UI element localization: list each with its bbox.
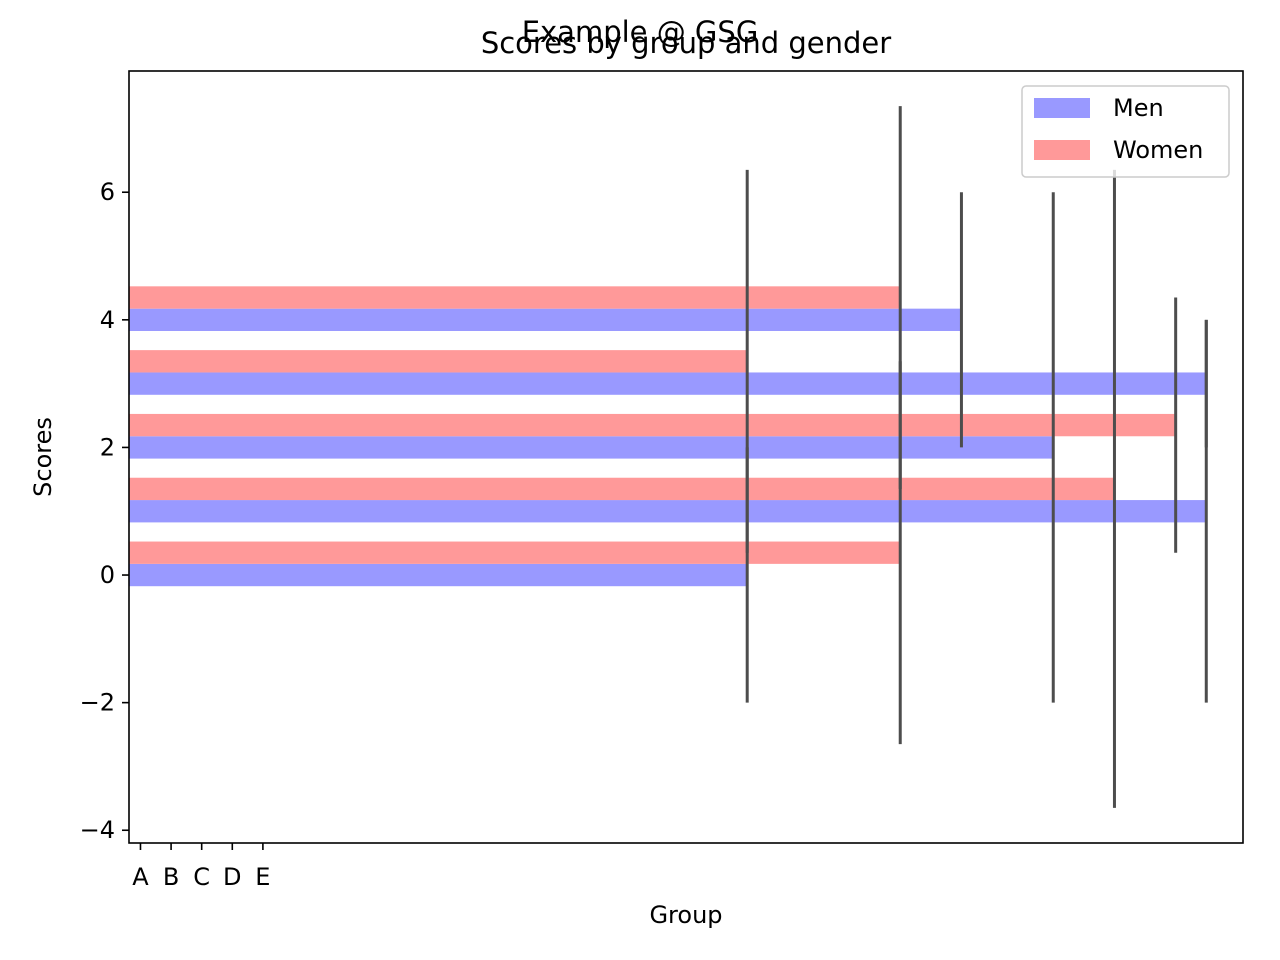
legend: Men Women [1021, 85, 1230, 178]
bar-women-B [129, 477, 1115, 501]
bar-women-D [129, 350, 748, 373]
x-tick-label: E [255, 863, 270, 891]
error-bars-layer [745, 106, 1208, 808]
y-tick-label: 6 [100, 178, 115, 206]
y-tick-label: −2 [80, 689, 115, 717]
legend-label-women: Women [1113, 136, 1203, 164]
plot-frame [128, 70, 1244, 844]
legend-swatch-women [1034, 140, 1090, 160]
bar-men-B [129, 500, 1207, 523]
y-tick-label: 2 [100, 433, 115, 461]
bar-men-E [129, 308, 962, 331]
x-axis-label: Group [649, 901, 722, 929]
bar-men-D [129, 372, 1207, 395]
x-tick-label: A [132, 863, 149, 891]
x-tick-label: B [163, 863, 179, 891]
x-tick-label: D [223, 863, 241, 891]
y-axis-label: Scores [29, 417, 57, 497]
legend-swatch-men [1034, 98, 1090, 118]
bars-layer [129, 286, 1207, 587]
y-tick-label: 4 [100, 306, 115, 334]
bar-women-A [129, 541, 901, 564]
legend-label-men: Men [1113, 94, 1164, 122]
y-tick-label: 0 [100, 561, 115, 589]
bar-men-A [129, 563, 748, 587]
x-tick-label: C [193, 863, 210, 891]
bar-women-E [129, 286, 901, 309]
chart-title: Scores by group and gender [481, 26, 891, 60]
chart-suptitle: Example @ GSG [522, 15, 759, 49]
bar-women-C [129, 413, 1176, 437]
y-axis: −4 −2 0 2 4 6 [80, 178, 129, 844]
y-tick-label: −4 [80, 816, 115, 844]
bar-men-C [129, 436, 1054, 459]
